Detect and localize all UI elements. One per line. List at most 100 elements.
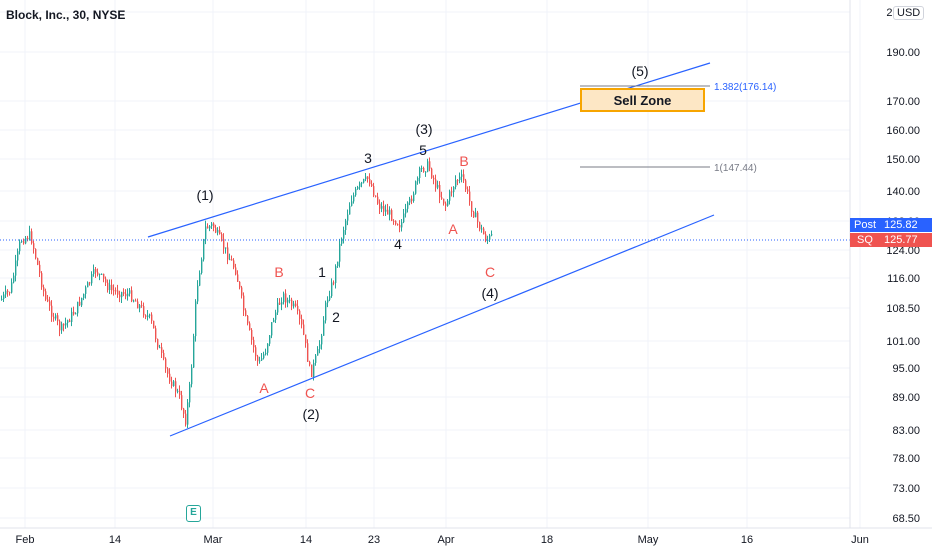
price-tick-label: 124.00 xyxy=(886,245,920,257)
candle-body xyxy=(329,296,331,300)
candle-body xyxy=(305,334,307,344)
candle-body xyxy=(333,282,335,284)
elliott-wave-label[interactable]: 3 xyxy=(364,150,372,166)
time-tick-label: Apr xyxy=(437,534,454,546)
candle-body xyxy=(61,323,63,331)
time-tick-label: 23 xyxy=(368,534,380,546)
candle-body xyxy=(487,239,489,241)
elliott-wave-label[interactable]: A xyxy=(448,221,458,237)
candle-body xyxy=(469,191,471,202)
candle-body xyxy=(281,302,283,305)
candle-body xyxy=(15,260,17,276)
elliott-wave-label[interactable]: (2) xyxy=(302,406,319,422)
elliott-wave-label[interactable]: A xyxy=(259,380,269,396)
candle-body xyxy=(479,222,481,230)
candle-body xyxy=(409,198,411,203)
price-tick-label: 73.00 xyxy=(892,483,920,495)
candle-body xyxy=(5,290,7,295)
candle-body xyxy=(403,213,405,223)
elliott-wave-label[interactable]: (3) xyxy=(415,121,432,137)
elliott-wave-label[interactable]: C xyxy=(485,264,495,280)
candle-body xyxy=(249,323,251,330)
candle-body xyxy=(65,322,67,326)
candle-body xyxy=(477,212,479,223)
candle-body xyxy=(301,318,303,325)
symbol-title[interactable]: Block, Inc., 30, NYSE xyxy=(6,8,126,22)
candle-body xyxy=(399,224,401,228)
elliott-wave-label[interactable]: B xyxy=(459,153,468,169)
candle-body xyxy=(367,176,369,179)
elliott-wave-label[interactable]: 4 xyxy=(394,236,402,252)
candle-body xyxy=(267,343,269,353)
elliott-wave-label[interactable]: 2 xyxy=(332,309,340,325)
candle-body xyxy=(97,272,99,275)
candle-body xyxy=(119,294,121,298)
candle-body xyxy=(297,305,299,311)
candle-body xyxy=(439,184,441,198)
currency-badge[interactable]: USD xyxy=(893,6,925,20)
candle-body xyxy=(437,184,439,188)
candle-body xyxy=(181,395,183,409)
candle-body xyxy=(169,373,171,382)
candle-body xyxy=(159,347,161,349)
last-tag-value: 125.77 xyxy=(884,234,918,246)
candle-body xyxy=(287,299,289,303)
elliott-wave-label[interactable]: (5) xyxy=(631,63,648,79)
candle-body xyxy=(339,243,341,262)
candle-body xyxy=(199,272,201,286)
candle-body xyxy=(419,168,421,178)
elliott-wave-label[interactable]: (4) xyxy=(481,285,498,301)
candle-body xyxy=(213,223,215,228)
candle-body xyxy=(401,222,403,228)
elliott-wave-label[interactable]: (1) xyxy=(196,187,213,203)
price-tick-label: 116.00 xyxy=(887,273,920,285)
candle-body xyxy=(237,274,239,282)
candle-body xyxy=(471,201,473,212)
candle-body xyxy=(177,390,179,392)
elliott-wave-label[interactable]: 5 xyxy=(419,142,427,158)
candle-body xyxy=(29,231,31,240)
candle-body xyxy=(229,259,231,261)
time-tick-label: Jun xyxy=(851,534,869,546)
candle-body xyxy=(205,226,207,240)
candle-body xyxy=(359,183,361,187)
elliott-wave-label[interactable]: B xyxy=(274,264,283,280)
candle-body xyxy=(127,293,129,297)
candle-body xyxy=(251,329,253,340)
candle-body xyxy=(451,191,453,193)
candle-body xyxy=(135,300,137,302)
candle-body xyxy=(383,206,385,212)
candle-body xyxy=(209,225,211,229)
candle-body xyxy=(429,161,431,169)
candle-body xyxy=(121,292,123,298)
candle-body xyxy=(385,209,387,212)
candle-body xyxy=(75,313,77,315)
candle-body xyxy=(179,390,181,396)
candle-body xyxy=(373,186,375,196)
candle-body xyxy=(283,293,285,303)
candle-body xyxy=(43,287,45,292)
candlestick-series xyxy=(1,157,493,429)
candle-body xyxy=(17,251,19,261)
candle-body xyxy=(347,214,349,221)
sell-zone-box[interactable]: Sell Zone xyxy=(580,88,705,112)
candle-body xyxy=(393,220,395,222)
candle-body xyxy=(337,261,339,267)
candle-body xyxy=(79,301,81,306)
elliott-wave-label[interactable]: C xyxy=(305,385,315,401)
candle-body xyxy=(275,312,277,320)
candle-body xyxy=(11,282,13,293)
elliott-wave-label[interactable]: 1 xyxy=(318,264,326,280)
price-tick-label: 68.50 xyxy=(892,513,920,525)
earnings-icon[interactable]: E xyxy=(186,505,201,522)
time-tick-label: Mar xyxy=(204,534,223,546)
candle-body xyxy=(183,408,185,414)
candle-body xyxy=(13,275,15,283)
candle-body xyxy=(139,305,141,309)
candle-body xyxy=(413,193,415,202)
lower-channel-line[interactable] xyxy=(169,214,715,437)
candle-body xyxy=(443,198,445,204)
candle-body xyxy=(111,284,113,291)
candle-body xyxy=(349,205,351,215)
